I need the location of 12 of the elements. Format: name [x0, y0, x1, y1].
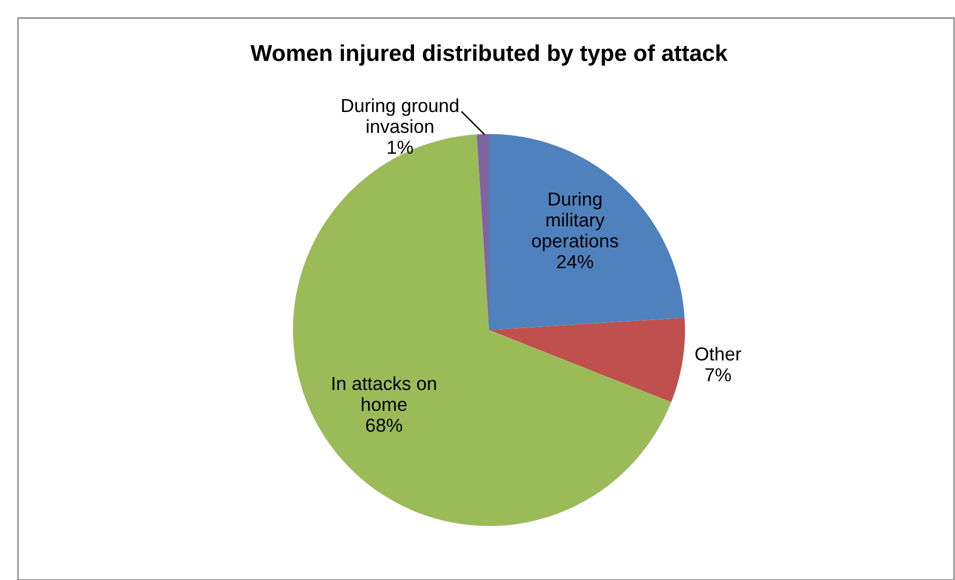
slice-label: During ground invasion: [342, 98, 458, 134]
data-label: 7%: [705, 368, 731, 382]
slice-label: In attacks on home: [332, 376, 436, 412]
pie-slice: [489, 134, 685, 330]
data-label: 24%: [557, 255, 594, 268]
slice-label: During military operations: [532, 192, 618, 252]
data-label: 1%: [388, 140, 413, 154]
pie-slice: [489, 318, 685, 402]
chart-title: Women injured distributed by type of attack: [250, 44, 728, 66]
data-label: 68%: [366, 418, 402, 432]
slice-label: Other: [695, 346, 742, 361]
pie-slice: [293, 134, 672, 526]
